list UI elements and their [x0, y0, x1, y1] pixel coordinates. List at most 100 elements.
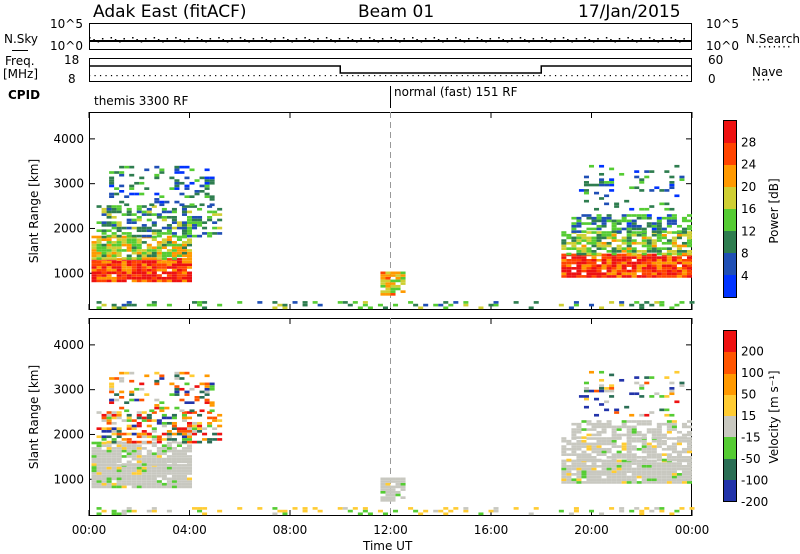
- colorbar-tick-label: -200: [741, 495, 768, 509]
- power-cell: [176, 243, 182, 247]
- power-cell: [174, 187, 180, 190]
- velocity-cell: [651, 445, 657, 448]
- power-cell: [186, 271, 193, 275]
- velocity-cell: [116, 472, 122, 475]
- velocity-cell: [91, 474, 97, 478]
- velocity-cell: [626, 453, 632, 456]
- power-cell: [641, 250, 647, 253]
- power-cell: [581, 230, 587, 233]
- velocity-cell: [156, 469, 162, 473]
- power-cell: [669, 306, 675, 310]
- velocity-cell: [171, 474, 177, 478]
- power-cell: [136, 243, 142, 247]
- velocity-cell: [591, 442, 597, 446]
- power-cell: [131, 303, 137, 307]
- velocity-cell: [656, 467, 662, 471]
- velocity-cell: [599, 389, 605, 393]
- power-cell: [669, 181, 675, 184]
- velocity-cell: [156, 463, 162, 466]
- nave-point: [127, 75, 129, 77]
- nave-point: [648, 75, 650, 77]
- velocity-cell: [636, 473, 642, 476]
- velocity-cell: [156, 474, 162, 478]
- power-cell: [596, 216, 602, 220]
- velocity-cell: [121, 441, 127, 445]
- velocity-cell: [686, 445, 692, 448]
- velocity-cell: [654, 392, 660, 396]
- power-cell: [561, 261, 567, 265]
- velocity-cell: [161, 477, 167, 481]
- velocity-cell: [686, 430, 692, 434]
- velocity-cell: [166, 441, 172, 445]
- velocity-cell: [621, 447, 627, 451]
- power-cell: [636, 216, 642, 220]
- nsky-point: [226, 41, 229, 43]
- power-cell: [136, 276, 142, 280]
- velocity-cell: [561, 439, 567, 443]
- power-cell: [197, 215, 203, 219]
- power-cell: [161, 215, 167, 219]
- power-cell: [116, 246, 122, 250]
- velocity-cell: [121, 477, 127, 481]
- velocity-cell: [644, 507, 650, 510]
- colorbar-tick-label: -15: [741, 431, 761, 445]
- velocity-cell: [91, 472, 97, 475]
- nave-point: [538, 75, 540, 77]
- velocity-cell: [380, 488, 386, 491]
- velocity-cell: [126, 469, 132, 473]
- power-cell: [656, 256, 662, 259]
- power-cell: [583, 189, 589, 192]
- nave-point: [516, 75, 518, 77]
- velocity-cell: [651, 481, 657, 484]
- velocity-cell: [169, 382, 175, 386]
- velocity-cell: [111, 421, 117, 425]
- nsky-point: [580, 40, 582, 42]
- power-cell: [656, 233, 662, 237]
- velocity-cell: [179, 371, 185, 375]
- nsky-point: [485, 41, 487, 43]
- power-cell: [209, 203, 215, 207]
- power-cell: [661, 233, 667, 237]
- velocity-cell: [131, 419, 137, 422]
- power-cell: [166, 276, 172, 280]
- velocity-cell: [111, 440, 117, 444]
- power-cell: [646, 267, 652, 270]
- power-cell: [571, 247, 577, 250]
- power-cell: [671, 219, 677, 223]
- velocity-cell: [161, 482, 167, 486]
- nsky-point: [455, 37, 457, 39]
- power-cell: [651, 264, 657, 267]
- velocity-cell: [631, 439, 637, 443]
- power-cell: [596, 247, 602, 250]
- power-cell: [661, 216, 667, 220]
- power-cell: [111, 279, 117, 283]
- velocity-cell: [186, 430, 193, 433]
- power-cell: [676, 269, 682, 273]
- power-cell: [646, 272, 652, 276]
- velocity-cell: [626, 430, 632, 434]
- velocity-cell: [611, 425, 617, 429]
- power-cell: [156, 249, 162, 252]
- power-cell: [573, 303, 579, 307]
- power-cell: [591, 241, 597, 245]
- nave-point: [253, 75, 255, 77]
- power-cell: [96, 254, 102, 258]
- velocity-cell: [136, 482, 142, 486]
- velocity-cell: [171, 416, 177, 420]
- velocity-cell: [631, 475, 637, 479]
- velocity-cell: [204, 385, 210, 388]
- velocity-cell: [116, 435, 122, 439]
- velocity-cell: [192, 440, 198, 444]
- power-cell: [121, 263, 127, 267]
- power-cell: [101, 251, 107, 255]
- velocity-cell: [121, 482, 127, 486]
- power-cell: [616, 244, 622, 248]
- power-cell: [666, 224, 672, 228]
- velocity-cell: [121, 509, 127, 513]
- power-cell: [179, 203, 185, 207]
- power-cell: [380, 293, 386, 296]
- power-cell: [533, 301, 539, 304]
- velocity-cell: [184, 371, 190, 375]
- nsky-point: [114, 39, 117, 41]
- power-cell: [106, 213, 112, 216]
